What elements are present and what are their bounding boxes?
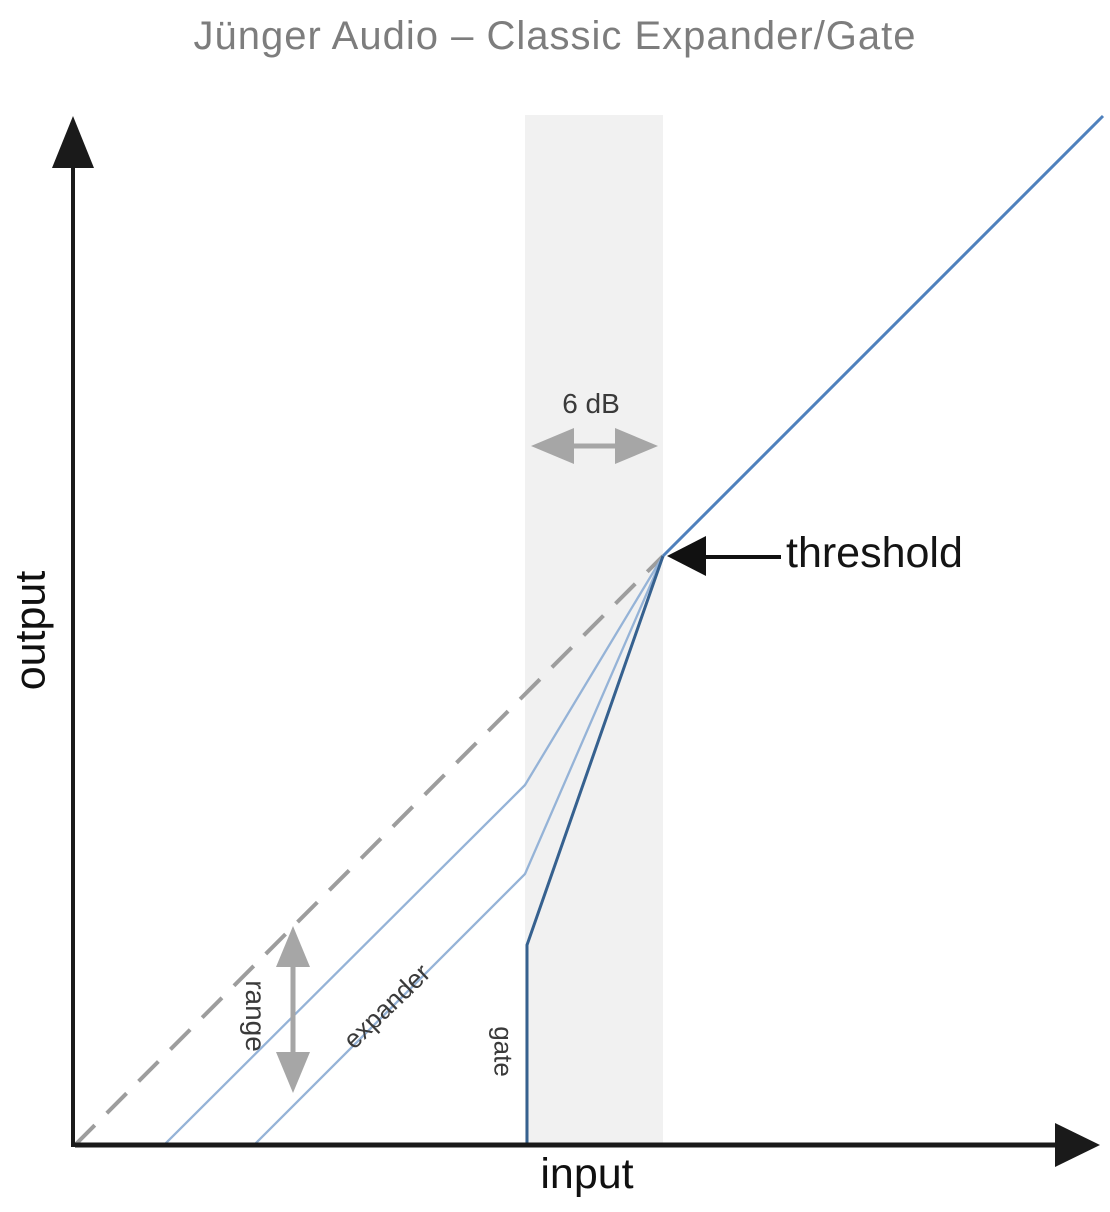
gate-annotation: gate	[488, 1026, 519, 1077]
threshold-arrow-head	[667, 536, 706, 576]
threshold-band	[525, 115, 663, 1145]
range-arrow-head	[276, 1052, 310, 1093]
range-arrow-head	[276, 926, 310, 967]
series-unity-reference	[73, 554, 665, 1147]
series-expander-shallow	[163, 555, 664, 1146]
threshold-annotation: threshold	[786, 529, 963, 577]
six-db-arrow-head	[615, 428, 658, 464]
x-axis-label: input	[540, 1150, 634, 1198]
series-expander-deep	[253, 555, 665, 1146]
series-gate	[525, 555, 665, 1145]
band-width-annotation: 6 dB	[562, 388, 620, 419]
x-axis-arrowhead	[1055, 1123, 1100, 1167]
range-annotation: range	[240, 980, 271, 1052]
chart-title: Jünger Audio – Classic Expander/Gate	[193, 14, 917, 58]
series-transfer-above-threshold	[661, 114, 1105, 558]
six-db-arrow-head	[531, 428, 574, 464]
y-axis-label: output	[6, 570, 55, 691]
y-axis-arrowhead	[52, 116, 94, 168]
